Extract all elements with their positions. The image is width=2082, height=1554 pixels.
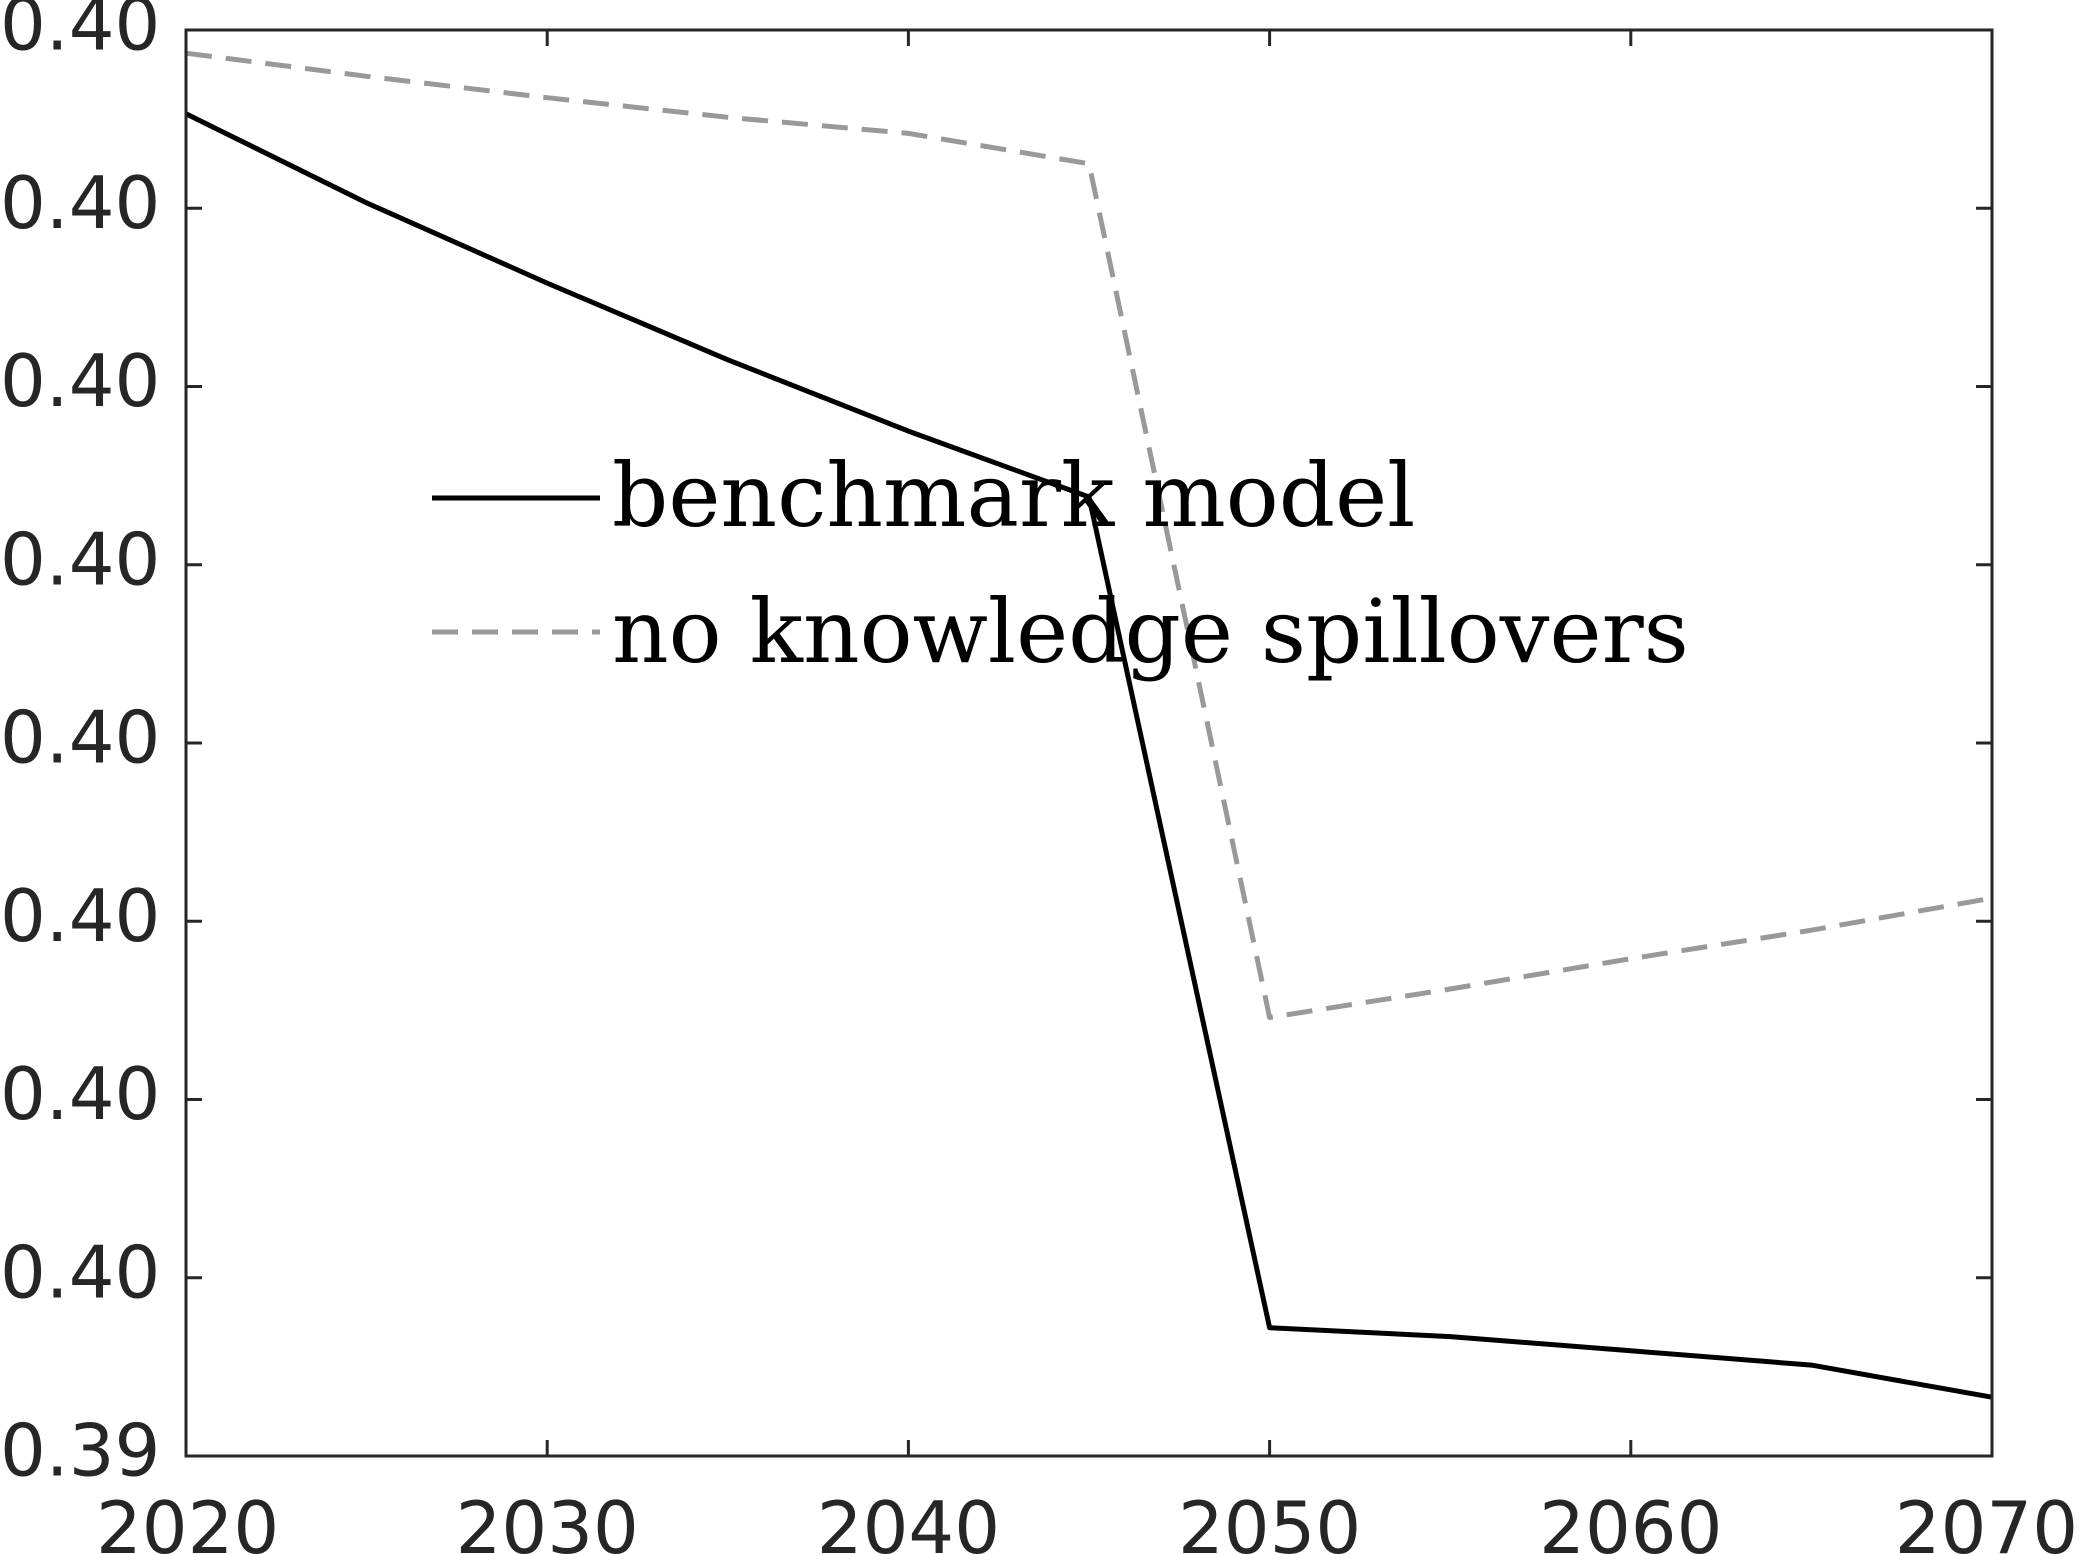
series-lines: [184, 50, 1993, 1400]
y-tick-label: 0.40: [0, 339, 160, 423]
x-tick-label: 2050: [1178, 1486, 1361, 1554]
x-tick-label: 2040: [817, 1486, 1000, 1554]
y-tick-label: 0.40: [0, 517, 160, 601]
legend-label-no-spillovers: no knowledge spillovers: [612, 580, 1689, 683]
y-tick-label: 0.40: [0, 874, 160, 958]
y-tick-label: 0.40: [0, 1052, 160, 1136]
legend-label-benchmark: benchmark model: [612, 444, 1415, 547]
plot-frame: [184, 28, 1994, 1458]
series-line-benchmark: [184, 111, 1993, 1400]
x-tick-label: 2070: [1895, 1486, 2078, 1554]
y-tick-label: 0.40: [0, 0, 160, 67]
x-tick-label: 2020: [96, 1486, 279, 1554]
y-tick-label: 0.39: [0, 1409, 160, 1493]
legend: benchmark model no knowledge spillovers: [432, 444, 1689, 683]
y-tick-labels: 0.39 0.40 0.40 0.40 0.40 0.40 0.40 0.40 0.40: [0, 0, 160, 1493]
x-tick-label: 2030: [456, 1486, 639, 1554]
x-tick-labels: 2020 2030 2040 2050 2060 2070: [96, 1486, 2078, 1554]
y-tick-label: 0.40: [0, 161, 160, 245]
x-tick-label: 2060: [1539, 1486, 1722, 1554]
series-line-no-spillovers: [185, 50, 1993, 1020]
y-tick-label: 0.40: [0, 696, 160, 780]
y-tick-label: 0.40: [0, 1230, 160, 1314]
